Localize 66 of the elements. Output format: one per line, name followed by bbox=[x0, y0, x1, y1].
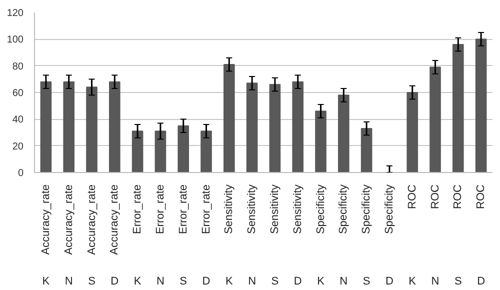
category-label: Sensitivity bbox=[268, 184, 281, 234]
bar bbox=[200, 130, 212, 172]
category-label: Accuracy_rate bbox=[86, 184, 98, 255]
category-label: S bbox=[271, 276, 279, 288]
category-label: Error_rate bbox=[154, 184, 166, 234]
category-label: D bbox=[385, 276, 394, 288]
y-tick-label: 100 bbox=[6, 34, 24, 46]
category-label: K bbox=[42, 276, 50, 288]
category-label: N bbox=[431, 276, 440, 288]
bar bbox=[315, 110, 326, 172]
category-label: Specificity bbox=[338, 184, 350, 234]
bar bbox=[63, 81, 75, 172]
category-label: S bbox=[362, 276, 370, 288]
category-label: Sensitivity bbox=[246, 184, 258, 234]
bar bbox=[269, 84, 281, 172]
y-tick-label: 80 bbox=[12, 61, 24, 72]
bar bbox=[406, 92, 418, 172]
category-label: Specificity bbox=[360, 184, 373, 234]
y-tick-label: 0 bbox=[18, 168, 24, 179]
bar bbox=[475, 38, 487, 172]
category-label: D bbox=[294, 276, 302, 288]
category-label: Error_rate bbox=[200, 184, 212, 234]
bar bbox=[40, 81, 52, 172]
category-label: Accuracy_rate bbox=[62, 184, 75, 255]
category-label: K bbox=[317, 276, 324, 288]
category-label: N bbox=[64, 276, 73, 288]
bar bbox=[430, 66, 441, 172]
bar bbox=[154, 130, 166, 172]
category-label: Specificity bbox=[314, 184, 327, 234]
bar bbox=[223, 64, 235, 172]
bar bbox=[86, 86, 98, 172]
category-label: D bbox=[202, 276, 210, 288]
category-label: N bbox=[248, 276, 256, 288]
category-label: S bbox=[88, 276, 96, 288]
category-label: Specificity bbox=[383, 184, 396, 234]
category-label: D bbox=[477, 276, 486, 288]
category-label: ROC bbox=[406, 184, 418, 209]
category-label: Accuracy_rate bbox=[108, 184, 121, 255]
bar bbox=[178, 125, 190, 172]
y-tick-label: 60 bbox=[12, 88, 24, 99]
bar bbox=[246, 82, 258, 172]
category-label: ROC bbox=[475, 184, 488, 209]
bar bbox=[452, 44, 464, 172]
category-label: Error_rate bbox=[132, 184, 144, 234]
bar bbox=[292, 81, 304, 172]
category-label: K bbox=[408, 276, 416, 288]
y-tick-label: 20 bbox=[12, 141, 24, 152]
category-label: Sensitivity bbox=[292, 184, 304, 234]
category-label: Accuracy_rate bbox=[40, 184, 52, 255]
category-label: ROC bbox=[429, 184, 442, 209]
y-tick-label: 40 bbox=[12, 114, 24, 126]
category-label: N bbox=[340, 276, 348, 288]
category-label: Error_rate bbox=[177, 184, 190, 234]
bar bbox=[132, 130, 144, 172]
category-label: K bbox=[225, 276, 233, 288]
bar bbox=[108, 81, 120, 172]
category-label: K bbox=[134, 276, 142, 288]
bar bbox=[360, 128, 372, 172]
category-label: S bbox=[454, 276, 462, 288]
category-label: D bbox=[110, 276, 119, 288]
category-label: S bbox=[180, 276, 188, 288]
category-label: ROC bbox=[452, 184, 464, 209]
bar bbox=[338, 94, 350, 172]
y-tick-label: 120 bbox=[6, 8, 24, 19]
category-label: N bbox=[156, 276, 164, 288]
category-label: Sensitivity bbox=[223, 184, 236, 234]
